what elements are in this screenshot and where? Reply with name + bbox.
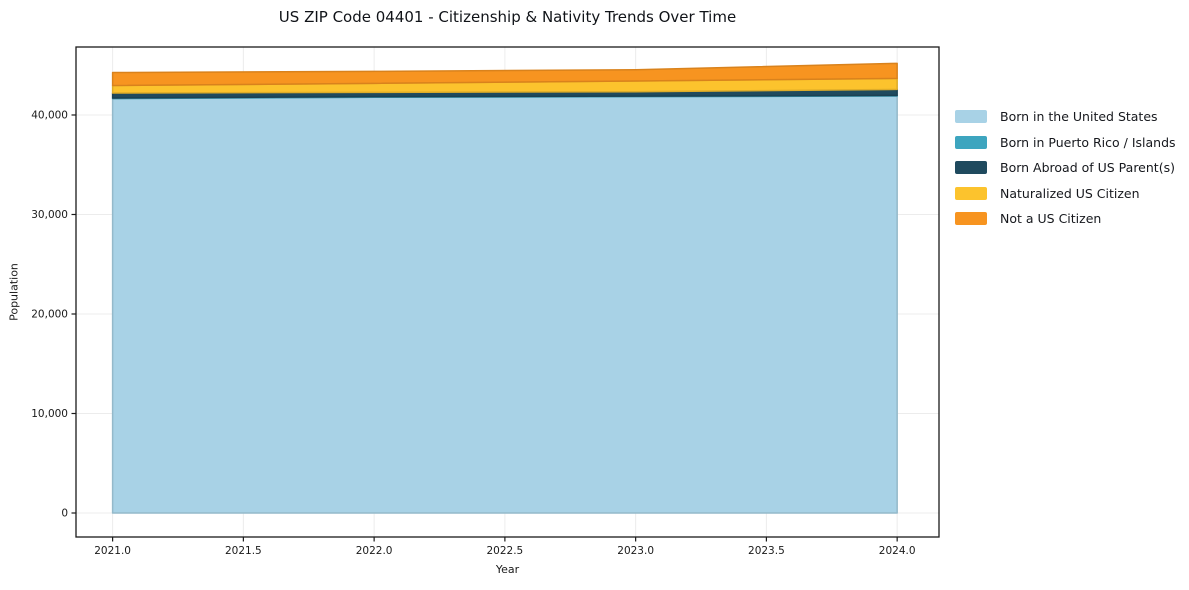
y-tick-label: 30,000	[31, 209, 68, 221]
legend-item-born-abroad: Born Abroad of US Parent(s)	[955, 155, 1176, 181]
legend-item-puerto-rico: Born in Puerto Rico / Islands	[955, 130, 1176, 156]
legend: Born in the United States Born in Puerto…	[955, 104, 1176, 232]
legend-swatch-born-us-icon	[955, 110, 987, 124]
x-tick-label: 2021.5	[225, 545, 262, 557]
y-tick-label: 20,000	[31, 309, 68, 321]
legend-swatch-naturalized-icon	[955, 186, 987, 200]
x-tick-label: 2022.0	[356, 545, 393, 557]
x-tick-label: 2021.0	[94, 545, 131, 557]
legend-label-puerto-rico: Born in Puerto Rico / Islands	[1000, 134, 1176, 150]
plot-frame	[75, 46, 940, 538]
legend-swatch-puerto-rico-icon	[955, 135, 987, 149]
x-tick-label: 2023.0	[617, 545, 654, 557]
legend-label-naturalized: Naturalized US Citizen	[1000, 185, 1140, 201]
x-tick-label: 2024.0	[879, 545, 916, 557]
legend-item-naturalized: Naturalized US Citizen	[955, 181, 1176, 207]
x-tick-label: 2022.5	[487, 545, 524, 557]
x-axis-label: Year	[495, 563, 520, 576]
legend-item-born-us: Born in the United States	[955, 104, 1176, 130]
legend-label-born-abroad: Born Abroad of US Parent(s)	[1000, 160, 1175, 176]
y-tick-label: 10,000	[31, 408, 68, 420]
y-tick-label: 40,000	[31, 110, 68, 122]
y-tick-label: 0	[61, 508, 68, 520]
chart-title: US ZIP Code 04401 - Citizenship & Nativi…	[278, 8, 737, 26]
legend-swatch-born-abroad-icon	[955, 161, 987, 175]
legend-swatch-not-citizen-icon	[955, 212, 987, 226]
area-series-0	[111, 95, 898, 514]
legend-item-not-citizen: Not a US Citizen	[955, 206, 1176, 232]
x-tick-label: 2023.5	[748, 545, 785, 557]
legend-label-born-us: Born in the United States	[1000, 109, 1158, 125]
y-axis-label: Population	[7, 263, 21, 321]
legend-label-not-citizen: Not a US Citizen	[1000, 211, 1102, 227]
area-series-4	[111, 62, 898, 87]
